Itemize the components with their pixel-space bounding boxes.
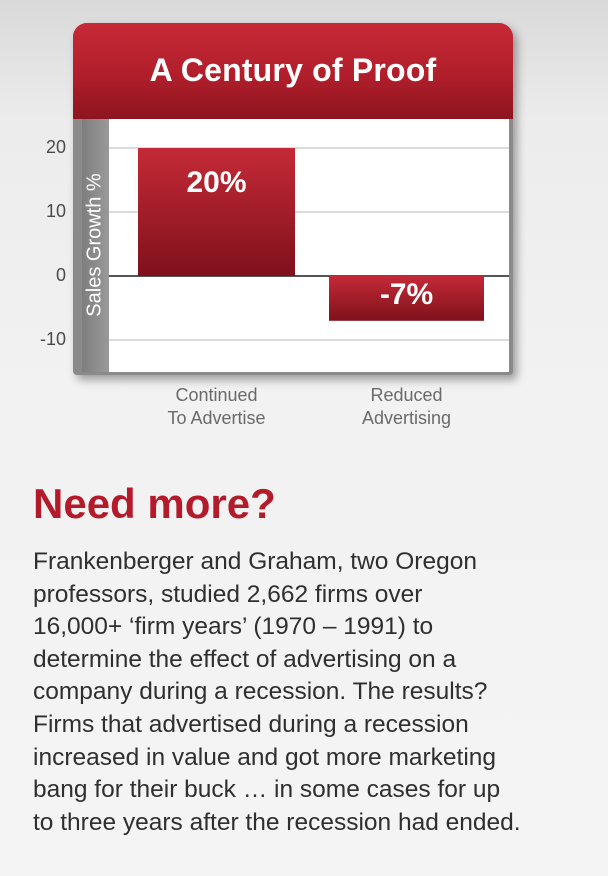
chart-title: A Century of Proof	[149, 52, 437, 88]
body-paragraph: Frankenberger and Graham, two Oregon prof…	[33, 546, 603, 839]
category-label-line: Continued	[175, 385, 258, 405]
bar-chart-svg	[109, 147, 509, 341]
y-tick-label: 0	[55, 265, 66, 285]
body-line: to three years after the recession had e…	[33, 808, 521, 836]
category-label: Continued To Advertise	[127, 384, 307, 430]
category-label-line: Reduced	[370, 385, 443, 405]
body-line: professors, studied 2,662 firms over	[33, 580, 423, 608]
y-axis-title: Sales Growth %	[83, 173, 106, 317]
y-tick-label: 20	[45, 137, 66, 157]
bar-data-label: 20%	[186, 166, 247, 199]
section-heading: Need more?	[33, 480, 276, 527]
body-line: 16,000+ ‘firm years’ (1970 – 1991) to	[33, 613, 434, 641]
body-line: increased in value and got more marketin…	[33, 743, 497, 771]
body-line: Frankenberger and Graham, two Oregon	[33, 548, 477, 575]
category-label: Reduced Advertising	[317, 384, 497, 430]
category-label-line: To Advertise	[167, 408, 266, 428]
body-line: company during a recession. The results?	[33, 678, 488, 706]
y-tick-label: -10	[39, 329, 66, 349]
bar-1	[329, 276, 484, 321]
bar-0	[138, 148, 295, 276]
bar-data-label: -7%	[379, 278, 434, 312]
category-label-line: Advertising	[361, 408, 452, 428]
body-line: Firms that advertised during a recession	[33, 710, 469, 738]
body-line: bang for their buck … in some cases for …	[33, 776, 501, 804]
chart-title-banner	[73, 23, 513, 119]
y-tick-label: 10	[45, 201, 66, 221]
body-line: determine the effect of advertising on a	[33, 645, 457, 673]
y-axis-strip	[82, 119, 109, 372]
plot-area	[109, 119, 509, 372]
